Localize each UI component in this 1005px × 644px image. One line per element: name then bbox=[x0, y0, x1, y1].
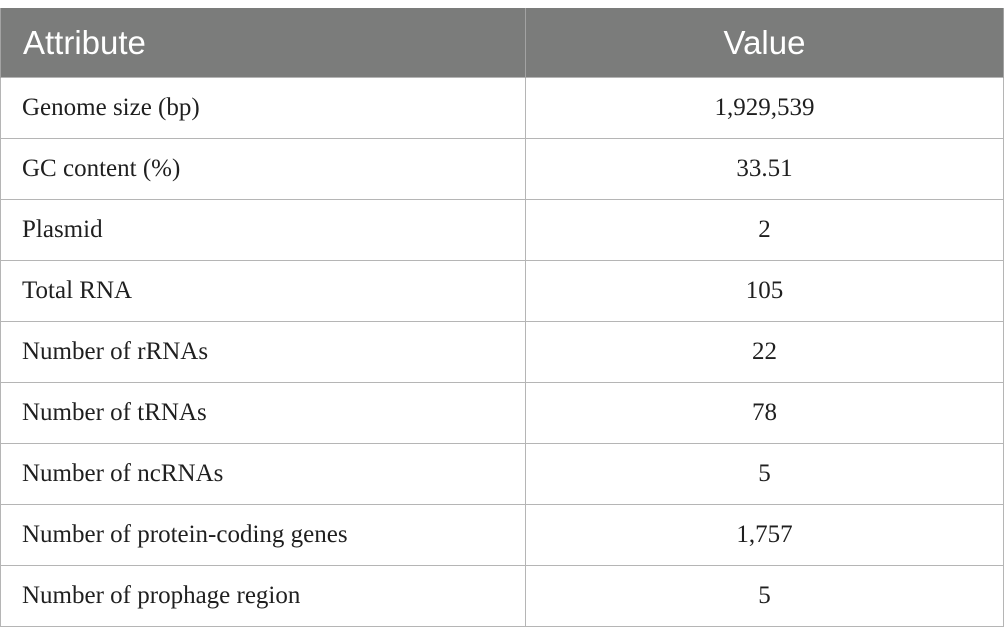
header-value: Value bbox=[525, 8, 1004, 78]
table-body: Genome size (bp) 1,929,539 GC content (%… bbox=[0, 77, 1004, 627]
value-cell: 22 bbox=[525, 321, 1004, 383]
attribute-cell: GC content (%) bbox=[0, 138, 526, 200]
value-cell: 5 bbox=[525, 565, 1004, 627]
value-cell: 1,929,539 bbox=[525, 77, 1004, 139]
table-row: Number of ncRNAs 5 bbox=[0, 443, 1004, 505]
header-row: Attribute Value bbox=[0, 8, 1004, 78]
table-row: Number of protein-coding genes 1,757 bbox=[0, 504, 1004, 566]
value-cell: 78 bbox=[525, 382, 1004, 444]
attribute-cell: Number of prophage region bbox=[0, 565, 526, 627]
attribute-cell: Number of ncRNAs bbox=[0, 443, 526, 505]
table-row: Number of tRNAs 78 bbox=[0, 382, 1004, 444]
genome-attributes-table-container: Attribute Value Genome size (bp) 1,929,5… bbox=[0, 8, 1004, 627]
attribute-cell: Number of rRNAs bbox=[0, 321, 526, 383]
value-cell: 33.51 bbox=[525, 138, 1004, 200]
attribute-cell: Genome size (bp) bbox=[0, 77, 526, 139]
value-cell: 105 bbox=[525, 260, 1004, 322]
table-row: Number of rRNAs 22 bbox=[0, 321, 1004, 383]
table-row: GC content (%) 33.51 bbox=[0, 138, 1004, 200]
attribute-cell: Number of protein-coding genes bbox=[0, 504, 526, 566]
value-cell: 1,757 bbox=[525, 504, 1004, 566]
genome-attributes-table: Attribute Value Genome size (bp) 1,929,5… bbox=[0, 8, 1004, 627]
table-row: Number of prophage region 5 bbox=[0, 565, 1004, 627]
header-attribute: Attribute bbox=[0, 8, 526, 78]
table-row: Total RNA 105 bbox=[0, 260, 1004, 322]
attribute-cell: Number of tRNAs bbox=[0, 382, 526, 444]
table-row: Plasmid 2 bbox=[0, 199, 1004, 261]
value-cell: 2 bbox=[525, 199, 1004, 261]
table-row: Genome size (bp) 1,929,539 bbox=[0, 77, 1004, 139]
attribute-cell: Plasmid bbox=[0, 199, 526, 261]
value-cell: 5 bbox=[525, 443, 1004, 505]
attribute-cell: Total RNA bbox=[0, 260, 526, 322]
table-header: Attribute Value bbox=[0, 8, 1004, 78]
